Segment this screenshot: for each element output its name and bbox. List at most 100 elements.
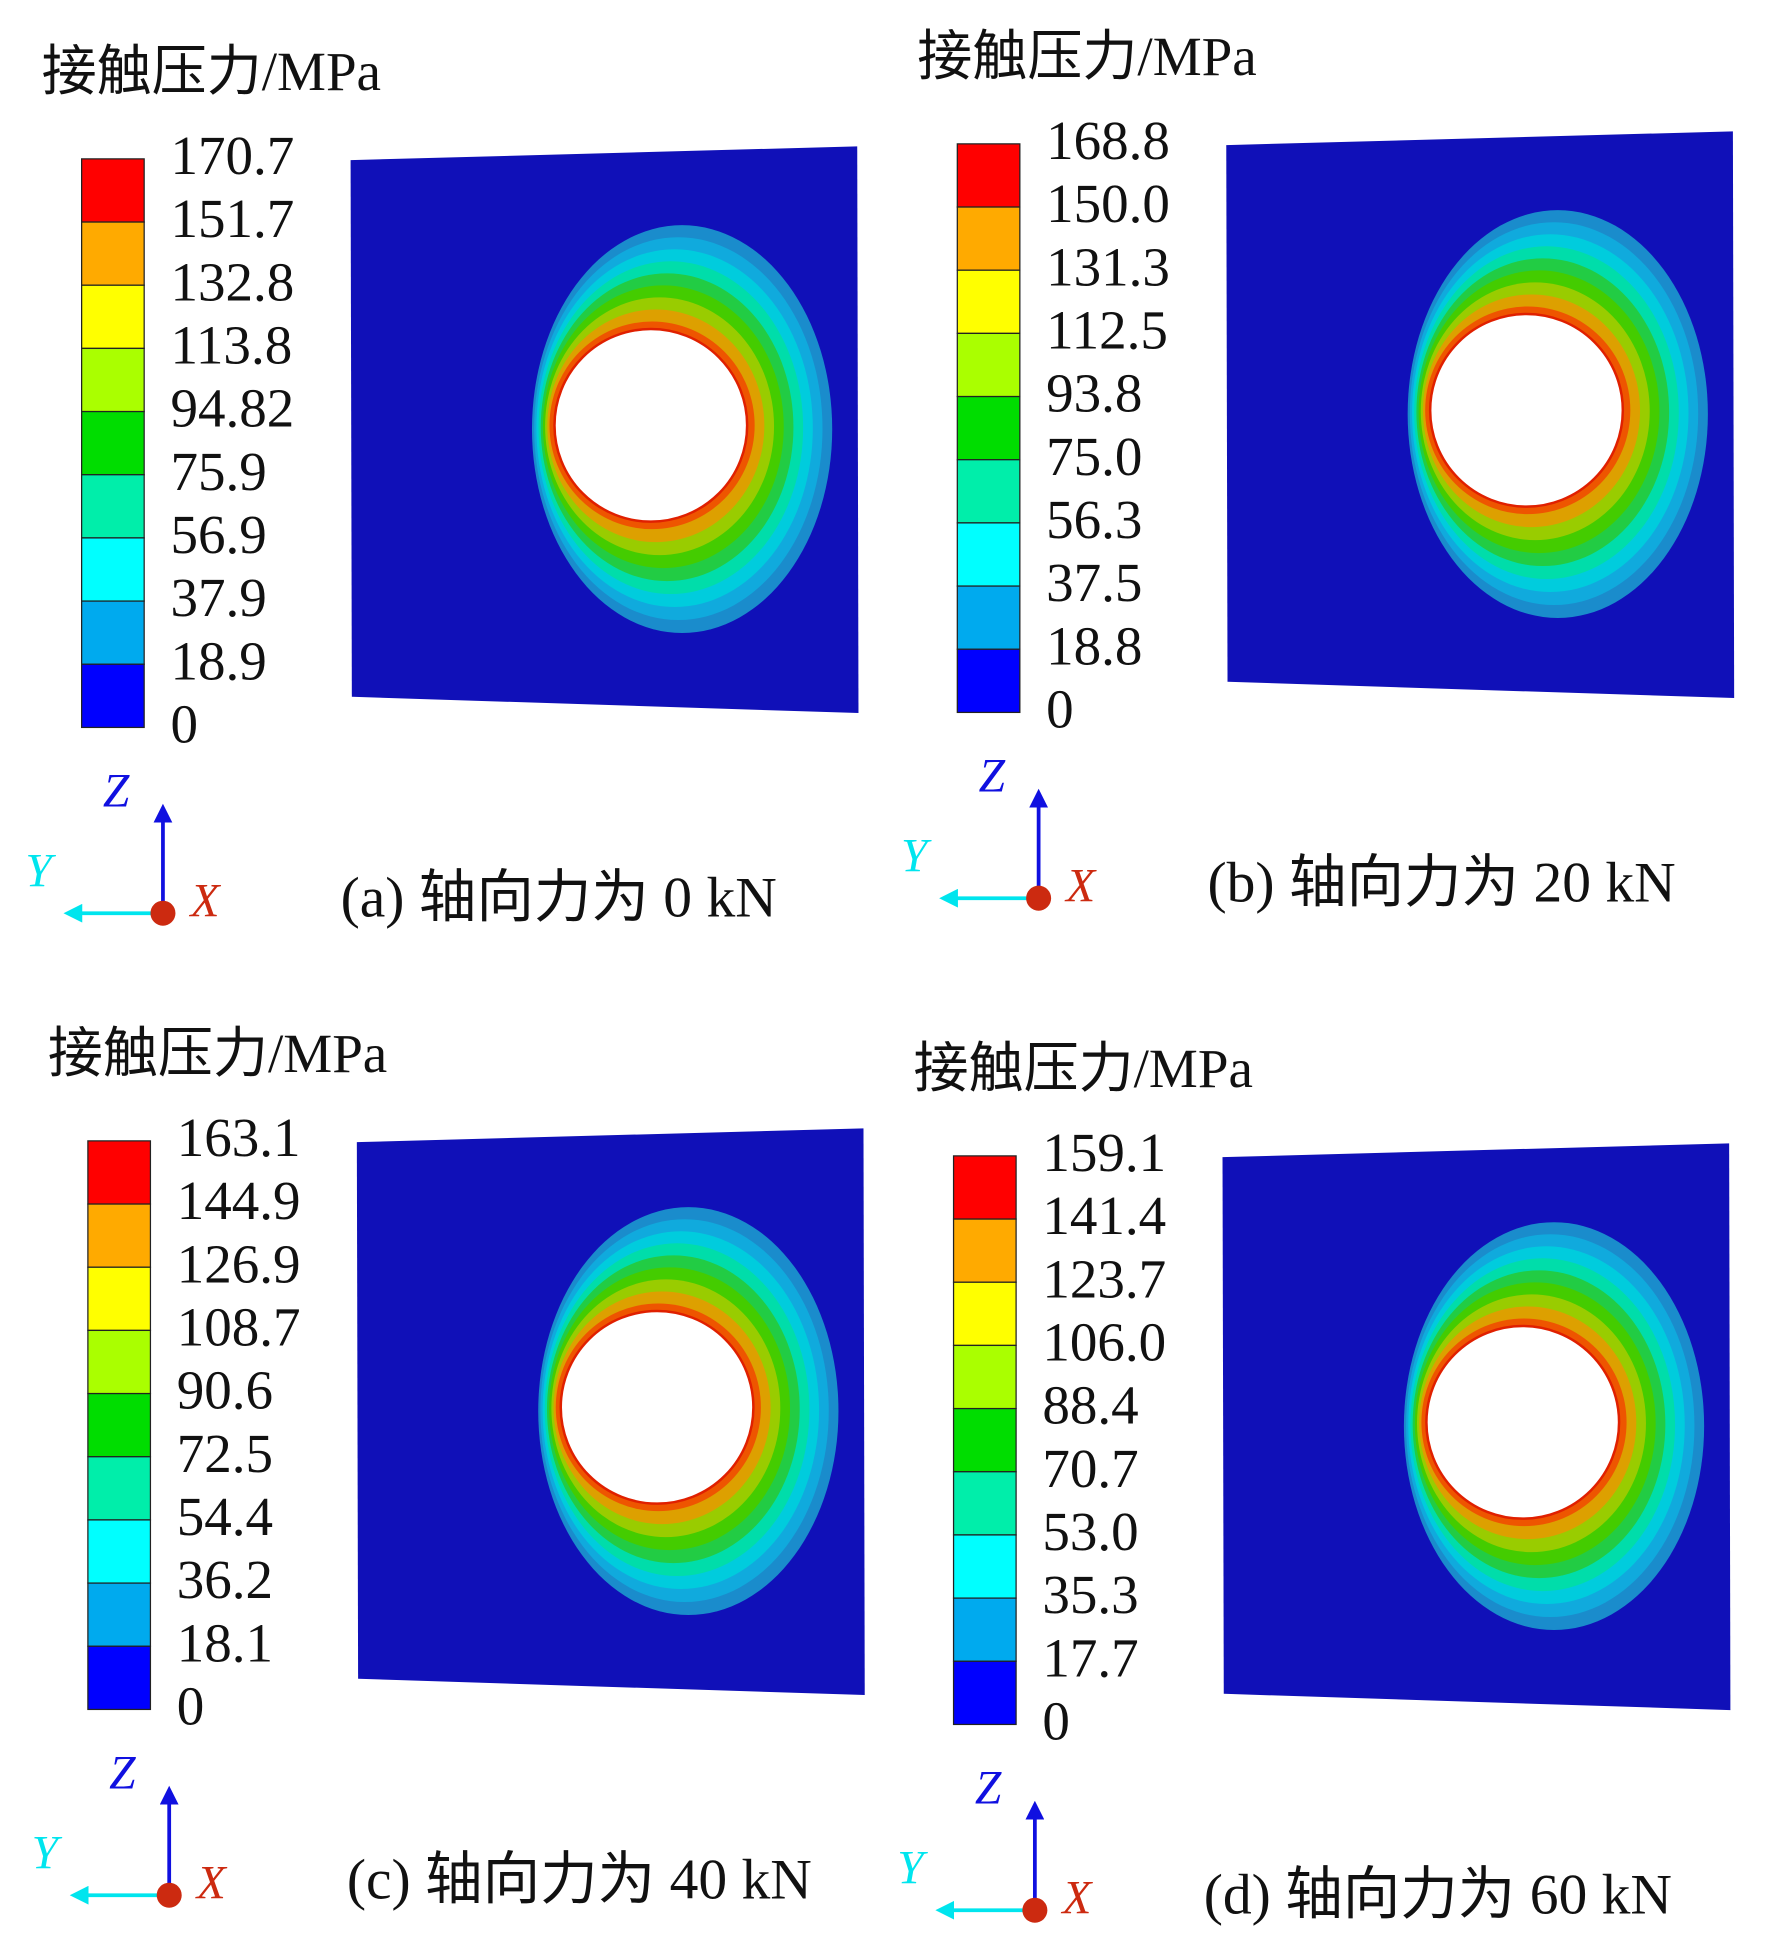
panel: 接触压力/MPa 170.7151.7132.8113.894.8275.956.… (25, 41, 859, 929)
panel: 接触压力/MPa 168.8150.0131.3112.593.875.056.3… (901, 26, 1735, 914)
legend-band (952, 1471, 1017, 1536)
legend-band (81, 410, 145, 476)
legend-title: 接触压力/MPa (48, 1023, 387, 1084)
legend-label: 159.1 (1042, 1122, 1166, 1183)
legend-label: 170.7 (170, 125, 294, 186)
legend-label: 113.8 (170, 315, 292, 376)
hole (553, 327, 749, 523)
legend-label: 168.8 (1046, 110, 1170, 171)
panel: 接触压力/MPa 163.1144.9126.9108.790.672.554.4… (32, 1023, 865, 1911)
legend-label: 35.3 (1042, 1564, 1138, 1625)
legend-label: 93.8 (1046, 363, 1142, 424)
legend-band (952, 1218, 1017, 1283)
x-label: X (195, 1858, 228, 1910)
legend-label: 141.4 (1042, 1185, 1166, 1246)
legend-band (956, 143, 1021, 208)
legend-band (81, 474, 145, 539)
legend-band (81, 284, 145, 350)
legend-band (956, 332, 1021, 398)
legend-label: 132.8 (170, 251, 294, 312)
legend-band (81, 537, 145, 602)
legend-band (956, 269, 1021, 335)
legend-title: 接触压力/MPa (42, 41, 381, 102)
x-axis (156, 1882, 182, 1908)
y-label: Y (25, 846, 56, 898)
legend-label: 18.9 (170, 630, 266, 691)
legend-label: 94.82 (170, 378, 294, 439)
legend-title: 接触压力/MPa (917, 26, 1256, 87)
hole (559, 1309, 755, 1505)
legend-label: 150.0 (1046, 173, 1170, 234)
legend-band (87, 1140, 152, 1205)
legend-label: 88.4 (1042, 1375, 1138, 1436)
legend-band (87, 1456, 152, 1521)
legend-band (956, 648, 1021, 714)
legend-label: 90.6 (177, 1360, 273, 1421)
y-label: Y (897, 1843, 928, 1895)
legend-label: 72.5 (177, 1423, 273, 1484)
legend-label: 106.0 (1042, 1312, 1166, 1373)
hole (1428, 312, 1625, 508)
legend-band (952, 1344, 1017, 1410)
legend-band (952, 1534, 1017, 1599)
legend-band (956, 459, 1021, 524)
legend-label: 70.7 (1042, 1438, 1138, 1499)
legend-label: 126.9 (177, 1233, 301, 1294)
legend-label: 131.3 (1046, 236, 1170, 297)
legend-band (956, 522, 1021, 587)
legend-band (952, 1597, 1017, 1662)
z-label: Z (979, 751, 1006, 803)
legend-label: 17.7 (1042, 1627, 1138, 1688)
caption: (c) 轴向力为 40 kN (347, 1848, 812, 1911)
x-label: X (1060, 1873, 1093, 1925)
legend-band (81, 158, 145, 223)
legend-label: 56.9 (170, 504, 266, 565)
legend-band (81, 600, 145, 665)
caption: (d) 轴向力为 60 kN (1204, 1863, 1672, 1926)
legend-label: 0 (170, 694, 198, 755)
legend-label: 37.9 (170, 567, 266, 628)
legend-band (87, 1645, 152, 1711)
caption: (b) 轴向力为 20 kN (1207, 851, 1675, 914)
legend-label: 123.7 (1042, 1248, 1166, 1309)
legend-band (952, 1660, 1017, 1726)
legend-band (87, 1329, 152, 1395)
legend-band (956, 206, 1021, 271)
legend-label: 36.2 (177, 1549, 273, 1610)
legend-label: 54.4 (177, 1486, 273, 1547)
legend-band (81, 663, 145, 729)
legend-label: 163.1 (177, 1107, 301, 1168)
legend-label: 75.9 (170, 441, 266, 502)
legend-band (952, 1281, 1017, 1347)
legend-label: 108.7 (177, 1297, 301, 1358)
z-label: Z (109, 1748, 136, 1800)
legend-label: 0 (1042, 1691, 1070, 1752)
legend-band (956, 585, 1021, 650)
legend-title: 接触压力/MPa (914, 1038, 1253, 1099)
legend-label: 18.8 (1046, 615, 1142, 676)
legend-label: 112.5 (1046, 300, 1168, 361)
legend-label: 18.1 (177, 1612, 273, 1673)
legend-band (81, 221, 145, 286)
legend-band (956, 395, 1021, 461)
x-label: X (1064, 861, 1097, 913)
caption: (a) 轴向力为 0 kN (341, 866, 777, 929)
x-axis (1022, 1897, 1048, 1923)
legend-band (952, 1407, 1017, 1473)
legend-label: 56.3 (1046, 489, 1142, 550)
legend-label: 0 (177, 1676, 205, 1737)
z-label: Z (975, 1763, 1002, 1815)
legend-band (87, 1203, 152, 1268)
panel: 接触压力/MPa 159.1141.4123.7106.088.470.753.0… (897, 1038, 1731, 1926)
legend-band (81, 347, 145, 413)
x-axis (150, 900, 176, 926)
legend-label: 144.9 (177, 1170, 301, 1231)
legend-label: 0 (1046, 679, 1074, 740)
z-label: Z (103, 766, 130, 818)
legend-band (87, 1392, 152, 1458)
hole (1425, 1324, 1621, 1520)
y-label: Y (32, 1828, 63, 1880)
legend-band (87, 1266, 152, 1332)
x-label: X (188, 876, 221, 928)
